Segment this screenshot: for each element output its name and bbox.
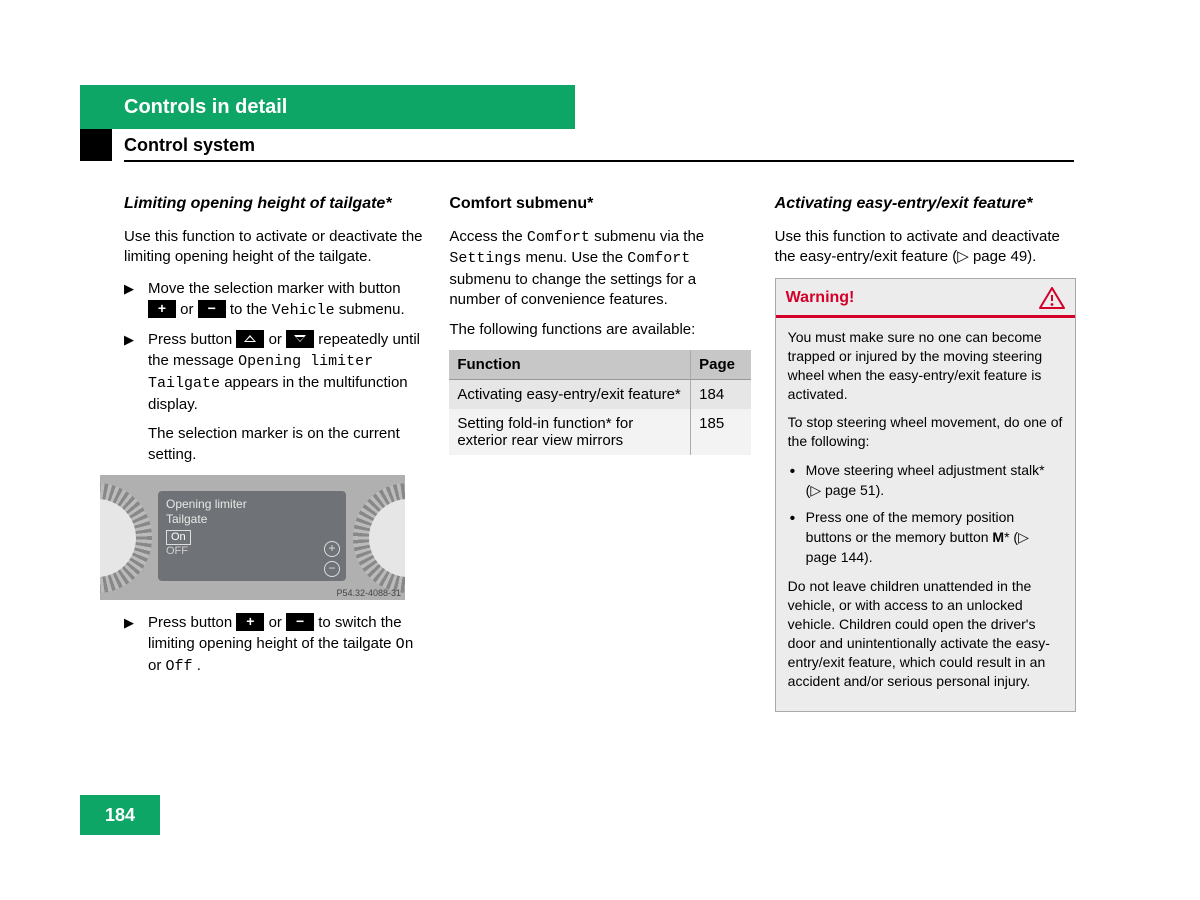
gauge-inner	[369, 499, 405, 577]
col3-heading: Activating easy-entry/exit feature*	[775, 195, 1076, 213]
plus-button-icon	[148, 300, 176, 318]
step-text: Press button or repeatedly until the mes…	[148, 329, 425, 415]
td-func: Activating easy-entry/exit feature*	[449, 380, 690, 410]
text: Press button	[148, 614, 236, 631]
dash-on: On	[166, 530, 191, 546]
mono-text: Comfort	[627, 250, 690, 267]
text: submenu.	[339, 301, 405, 318]
th-page: Page	[691, 350, 751, 380]
warn-p3: Do not leave children unattended in the …	[788, 577, 1063, 690]
dashboard-image: Opening limiter Tailgate On OFF + − P54.…	[100, 475, 405, 600]
text: or	[269, 331, 287, 348]
step-marker: ▶	[124, 612, 138, 677]
text: Press one of the memory position buttons…	[806, 509, 1015, 545]
dash-plus-minus: + −	[324, 541, 340, 577]
dash-off: OFF	[166, 545, 338, 559]
dash-plus-icon: +	[324, 541, 340, 557]
td-func: Setting fold-in function* for exterior r…	[449, 409, 690, 455]
step-text: Move the selection marker with button or…	[148, 278, 425, 321]
gauge-inner	[100, 499, 136, 577]
table-header-row: Function Page	[449, 350, 750, 380]
section-underline	[124, 160, 1074, 162]
mono-text: Settings	[449, 250, 521, 267]
text: to the	[230, 301, 272, 318]
col3-intro: Use this function to activate and deacti…	[775, 227, 1076, 268]
col1-steps: ▶ Move the selection marker with button …	[124, 278, 425, 415]
step-item: ▶ Move the selection marker with button …	[124, 278, 425, 321]
mono-text: Vehicle	[272, 302, 335, 319]
table-row: Setting fold-in function* for exterior r…	[449, 409, 750, 455]
warning-box: Warning! You must make sure no one can b…	[775, 278, 1076, 712]
warning-header: Warning!	[776, 279, 1075, 318]
mono-text: Off	[166, 658, 193, 675]
gauge-left	[100, 483, 152, 593]
text: Press button	[148, 331, 236, 348]
col2-p1: Access the Comfort submenu via the Setti…	[449, 227, 750, 310]
text: or	[148, 657, 166, 674]
column-3: Activating easy-entry/exit feature* Use …	[775, 195, 1076, 712]
table-row: Activating easy-entry/exit feature* 184	[449, 380, 750, 410]
bold-text: M	[992, 529, 1004, 545]
step-item: ▶ Press button or repeatedly until the m…	[124, 329, 425, 415]
col1-steps-2: ▶ Press button or to switch the limiting…	[124, 612, 425, 677]
dash-line2: Tailgate	[166, 512, 338, 527]
step-marker: ▶	[124, 278, 138, 321]
down-button-icon	[286, 330, 314, 348]
warn-p1: You must make sure no one can become tra…	[788, 328, 1063, 404]
warn-bullet: Move steering wheel adjustment stalk* (▷…	[788, 461, 1063, 500]
minus-button-icon	[198, 300, 226, 318]
dash-screen: Opening limiter Tailgate On OFF + −	[158, 491, 346, 581]
warning-bullets: Move steering wheel adjustment stalk* (▷…	[788, 461, 1063, 567]
th-function: Function	[449, 350, 690, 380]
dash-line1: Opening limiter	[166, 497, 338, 512]
section-tab	[80, 129, 112, 161]
text: menu. Use the	[526, 249, 628, 266]
text: Move the selection marker with button	[148, 280, 401, 297]
warn-bullet: Press one of the memory position buttons…	[788, 508, 1063, 567]
page-number: 184	[105, 805, 135, 826]
up-button-icon	[236, 330, 264, 348]
text: Access the	[449, 228, 527, 245]
text: or	[269, 614, 287, 631]
text: submenu to change the settings for a num…	[449, 271, 696, 308]
mono-text: Comfort	[527, 229, 590, 246]
dash-minus-icon: −	[324, 561, 340, 577]
column-1: Limiting opening height of tailgate* Use…	[124, 195, 425, 712]
col2-p2: The following functions are available:	[449, 320, 750, 340]
col1-heading: Limiting opening height of tailgate*	[124, 195, 425, 213]
col1-note: The selection marker is on the current s…	[148, 423, 425, 465]
td-page: 184	[691, 380, 751, 410]
chapter-header-bar: Controls in detail	[80, 85, 575, 129]
warn-p2: To stop steering wheel movement, do one …	[788, 413, 1063, 451]
section-title: Control system	[124, 135, 255, 156]
td-page: 185	[691, 409, 751, 455]
mono-text: On	[396, 636, 414, 653]
content-columns: Limiting opening height of tailgate* Use…	[124, 195, 1076, 712]
col1-intro: Use this function to activate or deactiv…	[124, 227, 425, 268]
col2-heading: Comfort submenu*	[449, 195, 750, 213]
step-item: ▶ Press button or to switch the limiting…	[124, 612, 425, 677]
step-marker: ▶	[124, 329, 138, 415]
column-2: Comfort submenu* Access the Comfort subm…	[449, 195, 750, 712]
text: or	[180, 301, 198, 318]
function-table: Function Page Activating easy-entry/exit…	[449, 350, 750, 455]
step-text: Press button or to switch the limiting o…	[148, 612, 425, 677]
gauge-right	[353, 483, 405, 593]
dash-code: P54.32-4088-31	[336, 588, 401, 598]
text: .	[197, 657, 201, 674]
text: submenu via the	[594, 228, 704, 245]
warning-body: You must make sure no one can become tra…	[776, 318, 1075, 711]
minus-button-icon	[286, 613, 314, 631]
plus-button-icon	[236, 613, 264, 631]
chapter-title: Controls in detail	[124, 96, 287, 119]
warning-triangle-icon	[1039, 287, 1065, 309]
warning-title: Warning!	[786, 287, 855, 309]
page-number-box: 184	[80, 795, 160, 835]
